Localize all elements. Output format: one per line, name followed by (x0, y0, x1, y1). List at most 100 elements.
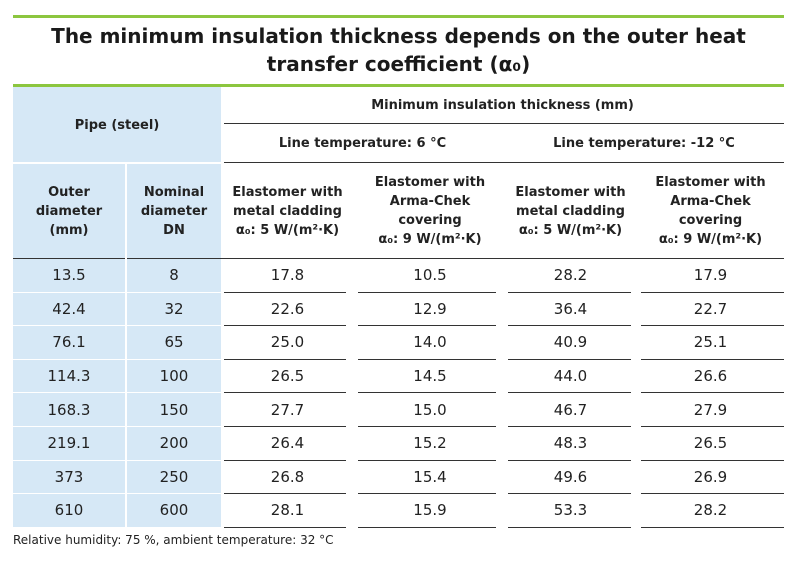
title-line-1: The minimum insulation thickness depends… (51, 24, 746, 48)
table-cell: 14.0 (413, 333, 447, 352)
column-separator (125, 163, 127, 528)
line-temp-minus12-header: Line temperature: -12 °C (553, 136, 735, 151)
table-cell: 600 (159, 501, 189, 520)
table-cell: 26.6 (693, 367, 728, 386)
row-rule (358, 459, 496, 461)
title-rule (13, 84, 784, 87)
table-cell: 14.5 (413, 367, 447, 386)
header-text: Elastomer with Arma-Chek covering α₀: 9 W/(… (655, 173, 765, 249)
header-text-line: Elastomer with (515, 184, 626, 200)
table-cell: 17.9 (693, 266, 728, 285)
line-temp-6-header: Line temperature: 6 °C (278, 136, 447, 151)
row-rule (641, 459, 784, 461)
row-rule (224, 459, 346, 461)
table-cell: 27.7 (270, 400, 305, 419)
row-rule (224, 526, 346, 528)
table-cell: 26.5 (693, 434, 728, 453)
outer-diameter-header: Outer diameter (mm) (13, 163, 125, 259)
header-text-line: Elastomer with (655, 175, 766, 190)
row-rule (224, 291, 346, 293)
row-rule (13, 325, 125, 327)
row-rule (508, 493, 631, 495)
elastomer-armachek-6-header: Elastomer with Arma-Chek covering α₀: 9 W/(… (356, 163, 504, 259)
table-cell: 25.0 (270, 333, 305, 352)
top-rule (13, 15, 784, 18)
table-cell: 26.8 (270, 467, 305, 486)
header-rule-white (13, 162, 784, 164)
row-rule (641, 493, 784, 495)
header-text-line: α₀: 5 W/(m²·K) (235, 222, 340, 238)
elastomer-armachek-minus12-header: Elastomer with Arma-Chek covering α₀: 9 W/(… (637, 163, 784, 259)
table-cell: 76.1 (52, 333, 86, 352)
table-cell: 46.7 (553, 400, 588, 419)
table-cell: 15.9 (413, 501, 447, 520)
header-text-line: diameter (140, 203, 208, 219)
table-cell: 10.5 (413, 266, 447, 285)
header-text-line: Arma-Chek (389, 194, 471, 209)
header-text: Elastomer with Arma-Chek covering α₀: 9 W/(… (375, 173, 485, 249)
header-text: Nominal diameter DN (141, 183, 207, 240)
row-rule (127, 459, 221, 461)
row-rule (13, 526, 125, 528)
table-cell: 15.4 (413, 467, 447, 486)
nominal-diameter-column-background (127, 259, 221, 528)
row-rule (358, 325, 496, 327)
table-cell: 44.0 (553, 367, 588, 386)
row-rule (13, 291, 125, 293)
row-rule (127, 325, 221, 327)
row-rule (508, 291, 631, 293)
table-cell: 114.3 (47, 367, 91, 386)
table-cell: 250 (159, 467, 189, 486)
table-cell: 48.3 (553, 434, 588, 453)
row-rule (127, 426, 221, 427)
table-cell: 65 (164, 333, 184, 352)
table-cell: 12.9 (413, 299, 447, 318)
row-rule (641, 392, 784, 394)
header-text-line: α₀: 9 W/(m²·K) (658, 232, 763, 247)
table-cell: 26.4 (270, 434, 305, 453)
table-cell: 28.2 (553, 266, 588, 285)
title-line-2: transfer coefficient (α₀) (266, 52, 531, 76)
header-text-line: covering (678, 213, 743, 228)
row-rule (508, 459, 631, 461)
table-cell: 27.9 (693, 400, 728, 419)
header-text-line: covering (398, 213, 462, 228)
header-text: Outer diameter (mm) (36, 183, 102, 240)
row-rule (508, 426, 631, 427)
row-rule (13, 459, 125, 461)
row-rule (358, 358, 496, 360)
header-text-line: (mm) (49, 222, 89, 238)
table-cell: 40.9 (553, 333, 588, 352)
table-cell: 150 (159, 400, 189, 419)
row-rule (224, 426, 346, 427)
table-cell: 22.7 (693, 299, 728, 318)
header-text-line: Elastomer with (232, 184, 343, 200)
pipe-header-background (13, 87, 221, 259)
table-cell: 17.8 (270, 266, 305, 285)
table-cell: 49.6 (553, 467, 588, 486)
header-text-line: Elastomer with (374, 175, 486, 190)
row-rule (641, 526, 784, 528)
row-rule (127, 358, 221, 360)
header-text-line: α₀: 5 W/(m²·K) (518, 222, 623, 238)
row-rule (508, 392, 631, 394)
header-text-line: α₀: 9 W/(m²·K) (378, 232, 482, 247)
row-rule (358, 426, 496, 427)
row-rule (508, 325, 631, 327)
header-text-line: Arma-Chek (670, 194, 751, 209)
row-rule (224, 392, 346, 394)
header-text-line: Nominal (143, 184, 205, 200)
header-rule-3 (13, 258, 784, 259)
table-cell: 28.1 (270, 501, 305, 520)
table-cell: 53.3 (553, 501, 588, 520)
row-rule (224, 325, 346, 327)
table-cell: 22.6 (270, 299, 305, 318)
table-cell: 15.2 (413, 434, 447, 453)
row-rule (358, 291, 496, 293)
table-cell: 26.5 (270, 367, 305, 386)
header-text: Elastomer with metal cladding α₀: 5 W/(m²·… (515, 183, 625, 240)
pipe-header: Pipe (steel) (74, 117, 160, 133)
row-rule (13, 426, 125, 427)
table-cell: 36.4 (553, 299, 588, 318)
row-rule (641, 358, 784, 360)
